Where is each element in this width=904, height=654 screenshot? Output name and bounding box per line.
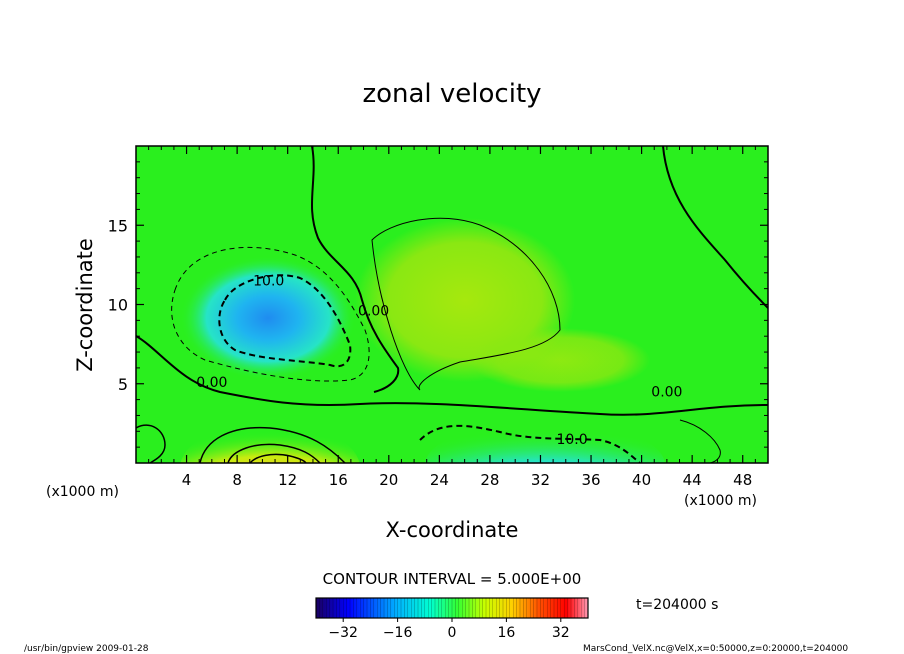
footer-right: MarsCond_VelX.nc@VelX,x=0:50000,z=0:2000…: [583, 644, 848, 654]
contour-zero-lower: [136, 335, 768, 416]
colorbar-tick-label: 32: [552, 625, 570, 641]
chart-title: zonal velocity: [362, 79, 541, 109]
negative-region: [180, 256, 356, 380]
colorbar-tick-label: −16: [383, 625, 413, 641]
x-tick-label: 32: [531, 471, 550, 489]
contour-label: 0.00: [358, 304, 389, 320]
x-tick-label: 24: [430, 471, 449, 489]
contour-label: 0.00: [651, 384, 682, 400]
y-axis-label: Z-coordinate: [73, 238, 97, 372]
x-tick-label: 28: [480, 471, 499, 489]
contour-neg10-lower: [419, 424, 641, 463]
x-unit-left: (x1000 m): [46, 484, 119, 500]
contour-pos-jet-3: [249, 453, 307, 463]
contour-pos-jet-1: [199, 426, 346, 463]
time-label: t=204000 s: [636, 597, 718, 613]
colorbar-tick-label: −32: [328, 625, 358, 641]
x-tick-label: 12: [278, 471, 297, 489]
positive-region-east: [470, 328, 650, 392]
x-tick-label: 16: [329, 471, 348, 489]
x-axis-label: X-coordinate: [386, 518, 519, 542]
colorbar-ticks: −32 −16 0 16 32: [328, 618, 570, 641]
x-tick-label: 20: [379, 471, 398, 489]
colorbar-stripes: [319, 598, 585, 618]
x-tick-label: 36: [581, 471, 600, 489]
y-tick-label: 10: [108, 296, 128, 315]
colorbar-tick-label: 0: [448, 625, 457, 641]
contour-label: 10.0: [556, 432, 587, 448]
y-tick-label: 15: [108, 216, 128, 235]
contour-labels: 10.0 0.00 0.00 10.0 0.00: [196, 273, 682, 448]
x-tick-label: 44: [683, 471, 702, 489]
contour-zero-right: [662, 146, 768, 309]
x-tick-label: 48: [733, 471, 752, 489]
contour-neg5-upper: [171, 246, 370, 382]
negative-region-low: [425, 421, 665, 463]
x-tick-label: 4: [182, 471, 192, 489]
contour-lines: [136, 146, 768, 463]
x-tick-label: 8: [232, 471, 242, 489]
colorbar: −32 −16 0 16 32: [315, 597, 589, 641]
x-tick-label: 40: [632, 471, 651, 489]
footer-left: /usr/bin/gpview 2009-01-28: [24, 644, 149, 654]
contour-interval: CONTOUR INTERVAL = 5.000E+00: [323, 570, 582, 588]
contour-pos-right: [679, 419, 721, 463]
colorbar-tick-label: 16: [497, 625, 515, 641]
contour-zero-upper: [311, 146, 400, 393]
x-unit-right: (x1000 m): [684, 493, 757, 509]
contour-pos5-upper: [371, 217, 561, 391]
jet-maximum: [180, 422, 360, 463]
plot-area: [136, 146, 768, 463]
y-tick-label: 5: [118, 375, 128, 394]
contour-pos-left: [136, 424, 166, 463]
contour-label: 0.00: [196, 375, 227, 391]
contour-label: 10.0: [253, 273, 284, 289]
contour-neg10-upper: [218, 274, 352, 368]
contour-pos-jet-2: [227, 443, 321, 463]
